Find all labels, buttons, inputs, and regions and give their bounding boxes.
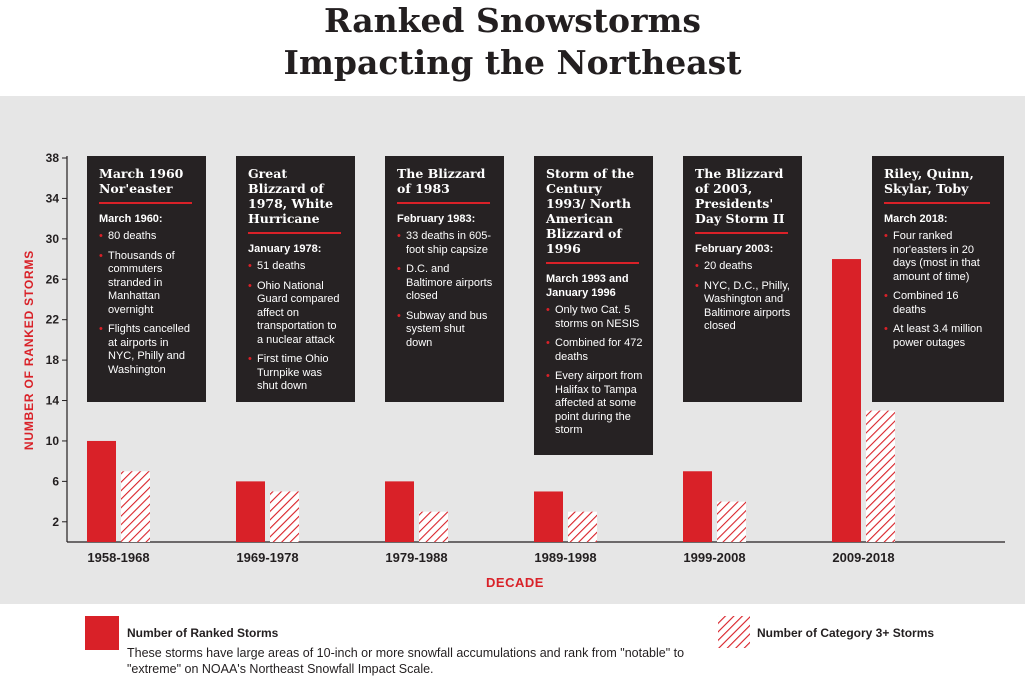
x-axis-title: DECADE [486,575,544,590]
storm-bullets: 51 deaths Ohio National Guard compared a… [248,260,345,394]
bar-cat3-1958-1968 [121,471,150,542]
bar-cat3-1999-2008 [717,501,746,542]
storm-bullet: D.C. and Baltimore airports closed [397,263,494,304]
y-tick-label: 2 [52,515,59,529]
storm-title: Great Blizzard of 1978, White Hurricane [248,166,334,226]
chart-title-line1: Ranked Snowstorms [324,1,701,40]
bar-cat3-2009-2018 [866,410,895,542]
storm-bullet: 20 deaths [695,260,792,274]
storm-date: February 1983: [397,213,476,225]
storm-box-1983: The Blizzard of 1983 February 1983: 33 d… [385,156,504,402]
storm-bullet: At least 3.4 million power outages [884,323,994,350]
y-tick-label: 10 [46,434,60,448]
legend-label-cat3: Number of Category 3+ Storms [757,626,935,640]
storm-date: March 2018: [884,213,948,225]
legend-description: These storms have large areas of 10-inch… [127,646,685,676]
bar-ranked-1999-2008 [683,471,712,542]
x-tick-label: 1999-2008 [683,550,745,565]
bar-cat3-1969-1978 [270,491,299,542]
storm-title-rule [884,202,990,204]
storm-bullets: 33 deaths in 605-foot ship capsize D.C. … [397,230,494,350]
x-tick-label: 1989-1998 [534,550,596,565]
storm-title-rule [546,262,640,264]
storm-title: Riley, Quinn, Skylar, Toby [884,166,974,196]
bar-ranked-1979-1988 [385,481,414,542]
storm-bullet: Subway and bus system shut down [397,310,494,351]
y-axis-title: NUMBER OF RANKED STORMS [22,250,36,450]
storm-bullet: Ohio National Guard compared affect on t… [248,280,345,348]
storm-bullet: Flights cancelled at airports in NYC, Ph… [99,323,196,377]
storm-title-rule [397,202,491,204]
y-tick-label: 22 [46,313,60,327]
storm-bullet: Four ranked nor'easters in 20 days (most… [884,230,994,284]
y-tick-label: 14 [46,394,60,408]
storm-title: March 1960 Nor'easter [99,166,184,196]
bar-ranked-1958-1968 [87,440,116,542]
storm-bullet: 51 deaths [248,260,345,274]
y-tick-label: 6 [52,474,59,488]
storm-date: January 1978: [248,243,322,255]
storm-date: February 2003: [695,243,774,255]
y-tick-label: 30 [46,232,60,246]
y-tick-label: 38 [46,151,60,165]
storm-title: Storm of the Century 1993/ North America… [546,166,635,256]
x-tick-label: 1958-1968 [87,550,149,565]
storm-title: The Blizzard of 2003, Presidents' Day St… [695,166,785,226]
storm-box-2018: Riley, Quinn, Skylar, Toby March 2018: F… [872,156,1004,402]
storm-bullets: 80 deaths Thousands of commuters strande… [99,230,196,377]
storm-date: March 1993 and January 1996 [546,273,629,299]
storm-title-rule [99,202,193,204]
storm-title-rule [248,232,342,234]
storm-bullet: Every airport from Halifax to Tampa affe… [546,370,643,438]
x-tick-label: 2009-2018 [832,550,894,565]
storm-bullets: 20 deaths NYC, D.C., Philly, Washington … [695,260,792,334]
bar-ranked-1969-1978 [236,481,265,542]
storm-box-2003: The Blizzard of 2003, Presidents' Day St… [683,156,802,402]
storm-title-rule [695,232,789,234]
storm-bullets: Four ranked nor'easters in 20 days (most… [884,230,994,350]
storm-bullets: Only two Cat. 5 storms on NESIS Combined… [546,304,643,438]
legend-label-ranked: Number of Ranked Storms [127,626,279,640]
legend-swatch-ranked [85,616,119,650]
bar-ranked-1989-1998 [534,491,563,542]
y-tick-label: 18 [46,353,60,367]
y-tick-label: 26 [46,272,60,286]
x-tick-label: 1969-1978 [236,550,298,565]
bar-cat3-1979-1988 [419,511,448,542]
storm-box-1960: March 1960 Nor'easter March 1960: 80 dea… [87,156,206,402]
storm-bullet: Combined 16 deaths [884,290,994,317]
storm-bullet: First time Ohio Turnpike was shut down [248,353,345,394]
storm-bullet: 33 deaths in 605-foot ship capsize [397,230,494,257]
bar-cat3-1989-1998 [568,511,597,542]
y-tick-label: 34 [46,191,60,205]
storm-box-1993-1996: Storm of the Century 1993/ North America… [534,156,653,455]
storm-bullet: Only two Cat. 5 storms on NESIS [546,304,643,331]
bar-ranked-2009-2018 [832,259,861,542]
storm-bullet: Combined for 472 deaths [546,337,643,364]
storm-box-1978: Great Blizzard of 1978, White Hurricane … [236,156,355,402]
chart-title-line2: Impacting the Northeast [283,43,742,82]
storm-bullet: 80 deaths [99,230,196,244]
storm-date: March 1960: [99,213,163,225]
storm-bullet: NYC, D.C., Philly, Washington and Baltim… [695,280,792,334]
storm-title: The Blizzard of 1983 [397,166,486,196]
storm-bullet: Thousands of commuters stranded in Manha… [99,250,196,318]
x-tick-label: 1979-1988 [385,550,447,565]
